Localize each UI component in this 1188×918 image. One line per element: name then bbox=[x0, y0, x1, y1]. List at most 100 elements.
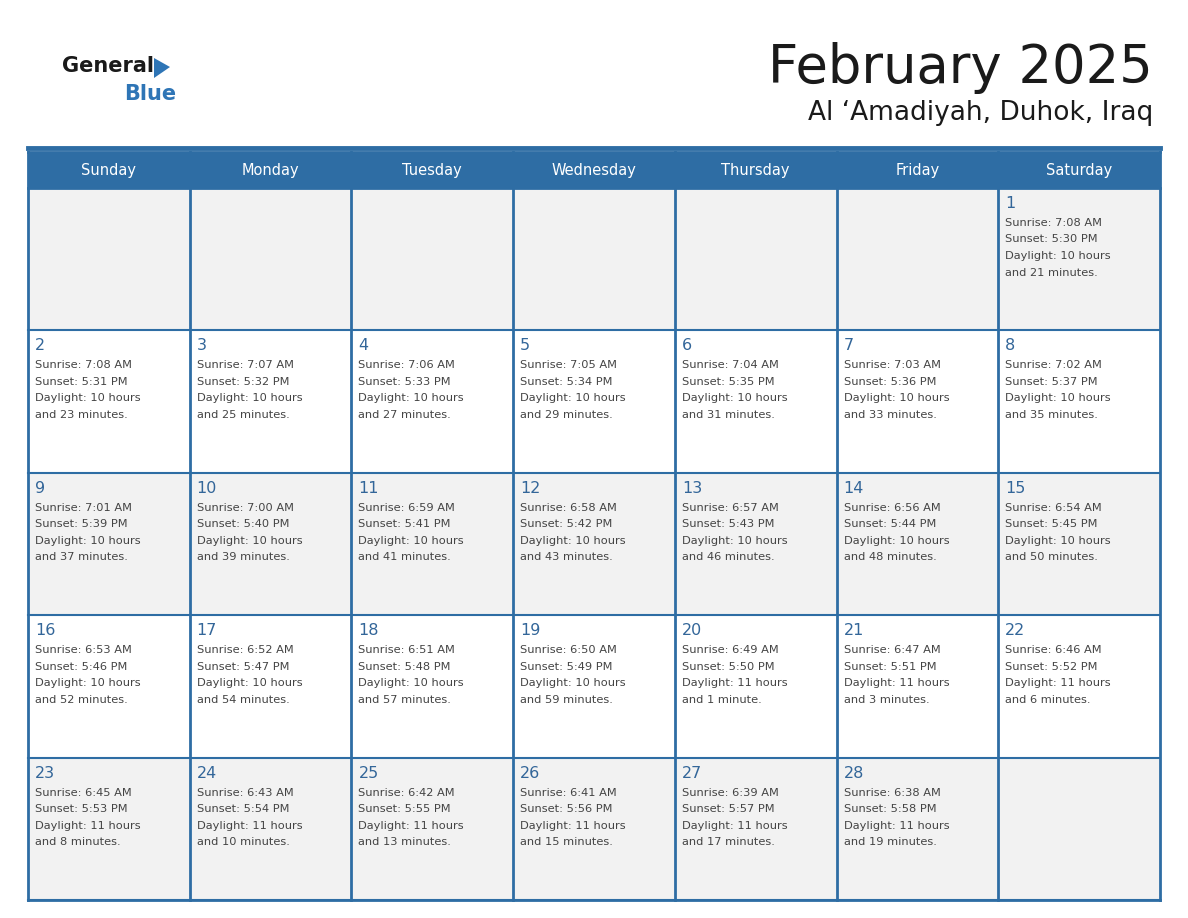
Text: 21: 21 bbox=[843, 623, 864, 638]
Text: Daylight: 10 hours: Daylight: 10 hours bbox=[359, 536, 465, 546]
Text: Daylight: 10 hours: Daylight: 10 hours bbox=[520, 678, 626, 688]
Text: Sunset: 5:31 PM: Sunset: 5:31 PM bbox=[34, 377, 127, 386]
Text: Daylight: 10 hours: Daylight: 10 hours bbox=[1005, 394, 1111, 403]
Text: Sunset: 5:30 PM: Sunset: 5:30 PM bbox=[1005, 234, 1098, 244]
Text: Daylight: 11 hours: Daylight: 11 hours bbox=[1005, 678, 1111, 688]
Bar bbox=[675, 473, 836, 615]
Text: Daylight: 10 hours: Daylight: 10 hours bbox=[197, 536, 302, 546]
Bar bbox=[513, 473, 675, 615]
Bar bbox=[190, 473, 352, 615]
Text: Sunset: 5:43 PM: Sunset: 5:43 PM bbox=[682, 520, 775, 530]
Text: Sunset: 5:54 PM: Sunset: 5:54 PM bbox=[197, 804, 289, 814]
Text: Sunset: 5:58 PM: Sunset: 5:58 PM bbox=[843, 804, 936, 814]
Text: Sunrise: 6:49 AM: Sunrise: 6:49 AM bbox=[682, 645, 778, 655]
Bar bbox=[836, 615, 998, 757]
Text: 17: 17 bbox=[197, 623, 217, 638]
Text: Daylight: 11 hours: Daylight: 11 hours bbox=[197, 821, 302, 831]
Text: and 52 minutes.: and 52 minutes. bbox=[34, 695, 128, 705]
Bar bbox=[836, 188, 998, 330]
Text: 7: 7 bbox=[843, 339, 854, 353]
Text: Sunrise: 7:06 AM: Sunrise: 7:06 AM bbox=[359, 361, 455, 370]
Bar bbox=[513, 757, 675, 900]
Text: Sunrise: 7:08 AM: Sunrise: 7:08 AM bbox=[1005, 218, 1102, 228]
Bar bbox=[29, 615, 190, 757]
Text: Sunrise: 6:45 AM: Sunrise: 6:45 AM bbox=[34, 788, 132, 798]
Text: Daylight: 10 hours: Daylight: 10 hours bbox=[843, 394, 949, 403]
Text: Sunrise: 6:51 AM: Sunrise: 6:51 AM bbox=[359, 645, 455, 655]
Text: Daylight: 10 hours: Daylight: 10 hours bbox=[520, 536, 626, 546]
Text: and 3 minutes.: and 3 minutes. bbox=[843, 695, 929, 705]
Text: Sunrise: 6:42 AM: Sunrise: 6:42 AM bbox=[359, 788, 455, 798]
Text: Daylight: 11 hours: Daylight: 11 hours bbox=[682, 678, 788, 688]
Bar bbox=[998, 188, 1159, 330]
Text: 19: 19 bbox=[520, 623, 541, 638]
Text: Wednesday: Wednesday bbox=[551, 162, 637, 177]
Text: 6: 6 bbox=[682, 339, 691, 353]
Text: Sunset: 5:51 PM: Sunset: 5:51 PM bbox=[843, 662, 936, 672]
Text: Sunrise: 6:41 AM: Sunrise: 6:41 AM bbox=[520, 788, 617, 798]
Text: and 1 minute.: and 1 minute. bbox=[682, 695, 762, 705]
Text: Sunset: 5:44 PM: Sunset: 5:44 PM bbox=[843, 520, 936, 530]
Bar bbox=[998, 152, 1159, 188]
Text: and 39 minutes.: and 39 minutes. bbox=[197, 553, 290, 563]
Bar bbox=[998, 757, 1159, 900]
Bar bbox=[352, 188, 513, 330]
Text: 14: 14 bbox=[843, 481, 864, 496]
Text: and 21 minutes.: and 21 minutes. bbox=[1005, 267, 1098, 277]
Bar bbox=[352, 615, 513, 757]
Text: Sunset: 5:49 PM: Sunset: 5:49 PM bbox=[520, 662, 613, 672]
Text: Daylight: 11 hours: Daylight: 11 hours bbox=[520, 821, 626, 831]
Text: and 37 minutes.: and 37 minutes. bbox=[34, 553, 128, 563]
Text: Daylight: 11 hours: Daylight: 11 hours bbox=[359, 821, 465, 831]
Text: and 8 minutes.: and 8 minutes. bbox=[34, 837, 121, 847]
Bar bbox=[29, 473, 190, 615]
Bar bbox=[675, 188, 836, 330]
Bar bbox=[352, 330, 513, 473]
Bar bbox=[675, 330, 836, 473]
Text: Sunset: 5:35 PM: Sunset: 5:35 PM bbox=[682, 377, 775, 386]
Bar bbox=[513, 330, 675, 473]
Bar bbox=[675, 152, 836, 188]
Text: and 46 minutes.: and 46 minutes. bbox=[682, 553, 775, 563]
Text: Sunset: 5:48 PM: Sunset: 5:48 PM bbox=[359, 662, 451, 672]
Text: Sunrise: 6:50 AM: Sunrise: 6:50 AM bbox=[520, 645, 617, 655]
Text: 20: 20 bbox=[682, 623, 702, 638]
Text: Sunset: 5:45 PM: Sunset: 5:45 PM bbox=[1005, 520, 1098, 530]
Bar bbox=[29, 330, 190, 473]
Text: and 50 minutes.: and 50 minutes. bbox=[1005, 553, 1098, 563]
Bar bbox=[352, 757, 513, 900]
Text: Al ‘Amadiyah, Duhok, Iraq: Al ‘Amadiyah, Duhok, Iraq bbox=[808, 100, 1154, 126]
Bar bbox=[998, 473, 1159, 615]
Text: and 41 minutes.: and 41 minutes. bbox=[359, 553, 451, 563]
Text: Saturday: Saturday bbox=[1045, 162, 1112, 177]
Text: Sunrise: 6:57 AM: Sunrise: 6:57 AM bbox=[682, 503, 778, 513]
Text: Sunrise: 7:08 AM: Sunrise: 7:08 AM bbox=[34, 361, 132, 370]
Bar bbox=[675, 757, 836, 900]
Text: Sunrise: 7:05 AM: Sunrise: 7:05 AM bbox=[520, 361, 617, 370]
Text: and 19 minutes.: and 19 minutes. bbox=[843, 837, 936, 847]
Text: Daylight: 10 hours: Daylight: 10 hours bbox=[34, 678, 140, 688]
Polygon shape bbox=[154, 58, 170, 78]
Text: and 29 minutes.: and 29 minutes. bbox=[520, 410, 613, 420]
Text: Sunrise: 7:02 AM: Sunrise: 7:02 AM bbox=[1005, 361, 1102, 370]
Text: Friday: Friday bbox=[896, 162, 940, 177]
Text: Daylight: 10 hours: Daylight: 10 hours bbox=[682, 394, 788, 403]
Text: and 35 minutes.: and 35 minutes. bbox=[1005, 410, 1098, 420]
Text: Daylight: 10 hours: Daylight: 10 hours bbox=[359, 678, 465, 688]
Text: 3: 3 bbox=[197, 339, 207, 353]
Text: 4: 4 bbox=[359, 339, 368, 353]
Text: Sunrise: 6:38 AM: Sunrise: 6:38 AM bbox=[843, 788, 941, 798]
Text: Sunrise: 6:43 AM: Sunrise: 6:43 AM bbox=[197, 788, 293, 798]
Text: Daylight: 10 hours: Daylight: 10 hours bbox=[520, 394, 626, 403]
Bar bbox=[29, 757, 190, 900]
Text: Sunrise: 6:56 AM: Sunrise: 6:56 AM bbox=[843, 503, 941, 513]
Text: Daylight: 10 hours: Daylight: 10 hours bbox=[34, 394, 140, 403]
Bar bbox=[29, 152, 190, 188]
Bar bbox=[836, 152, 998, 188]
Text: and 54 minutes.: and 54 minutes. bbox=[197, 695, 290, 705]
Text: February 2025: February 2025 bbox=[769, 42, 1154, 94]
Text: 15: 15 bbox=[1005, 481, 1025, 496]
Text: Sunrise: 7:01 AM: Sunrise: 7:01 AM bbox=[34, 503, 132, 513]
Bar bbox=[836, 757, 998, 900]
Text: Daylight: 11 hours: Daylight: 11 hours bbox=[34, 821, 140, 831]
